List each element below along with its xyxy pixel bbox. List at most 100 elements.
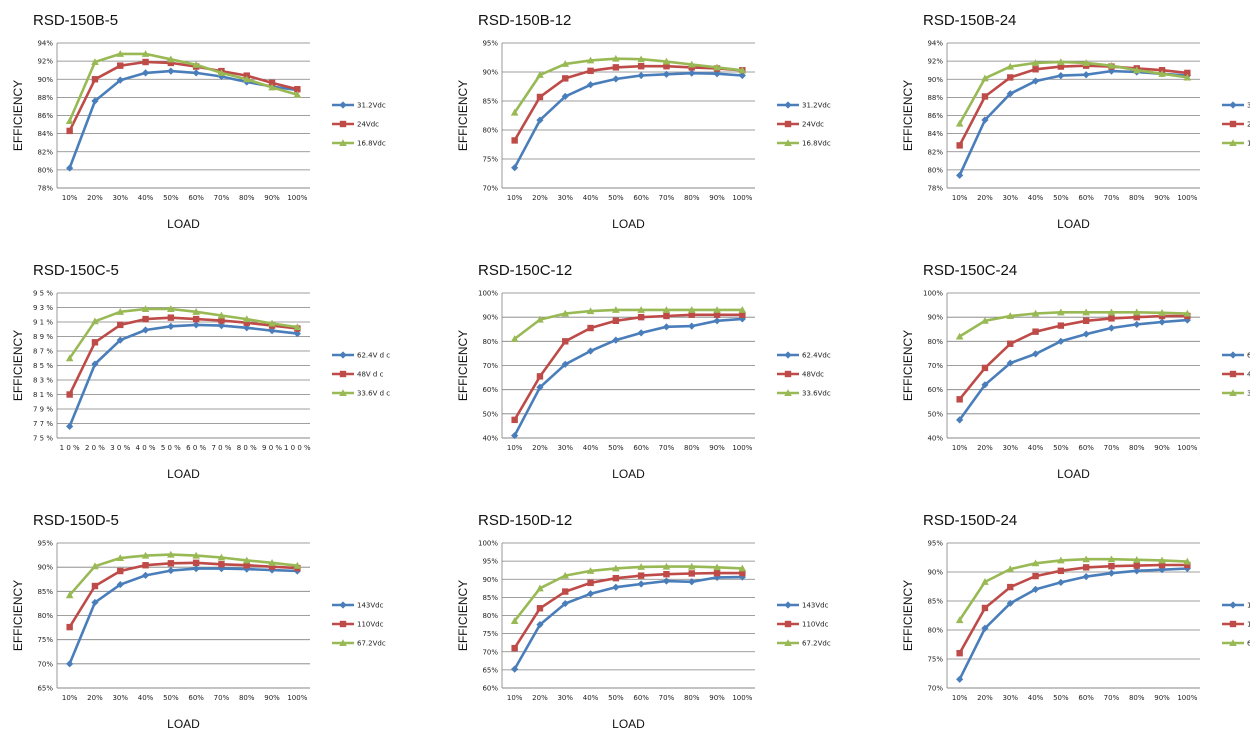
x-tick-label: 1 0 0 %	[284, 444, 311, 452]
data-point	[955, 119, 964, 127]
series-line	[513, 565, 744, 623]
legend-label: 110Vdc	[802, 621, 829, 629]
x-tick-label: 100%	[287, 194, 307, 202]
x-tick-label: 70%	[214, 194, 230, 202]
data-point	[1082, 317, 1090, 324]
x-tick-label: 30%	[557, 194, 573, 202]
legend-label: 143Vdc	[802, 602, 829, 610]
x-axis-label: LOAD	[1057, 467, 1090, 481]
legend-label: 16.8Vdc	[357, 140, 386, 148]
y-tick-label: 92%	[37, 58, 53, 66]
data-point	[687, 306, 696, 313]
data-point	[637, 329, 645, 337]
y-axis-label: EFFICIENCY	[456, 330, 470, 401]
efficiency-chart: RSD-150B-24 EFFICIENCY 78% 80% 82% 84% 86% 88% 9…	[901, 12, 1250, 231]
data-point	[561, 571, 570, 579]
data-point	[192, 565, 200, 573]
data-point	[1132, 556, 1141, 563]
data-point	[713, 70, 721, 78]
data-point	[1082, 59, 1090, 66]
y-tick-label: 100%	[478, 540, 498, 548]
x-tick-label: 30%	[1002, 194, 1018, 202]
data-point	[637, 313, 645, 321]
y-tick-label: 8 9 %	[33, 333, 53, 341]
legend-label: 67.2Vdc	[357, 640, 386, 648]
x-tick-label: 50%	[1053, 694, 1069, 702]
x-tick-label: 30%	[1002, 444, 1018, 452]
chart-panel: RSD-150C-5 EFFICIENCY 7 5 % 7 7 % 7 9 % 8 1 %…	[10, 255, 420, 505]
y-tick-label: 85%	[482, 98, 498, 106]
data-point	[1158, 556, 1166, 564]
data-point	[1057, 556, 1065, 564]
y-tick-label: 80%	[927, 627, 943, 635]
data-point	[587, 67, 594, 75]
series-line	[958, 314, 1189, 401]
data-point	[612, 54, 620, 62]
x-tick-label: 100%	[732, 194, 752, 202]
data-point	[511, 416, 518, 424]
legend-label: 16.8Vdc	[1247, 140, 1250, 148]
data-point	[1057, 337, 1065, 345]
data-point	[688, 311, 695, 318]
chart-title: RSD-150C-24	[923, 262, 1017, 279]
data-point	[91, 76, 99, 83]
data-point	[293, 323, 302, 331]
x-tick-label: 80%	[684, 444, 700, 452]
x-tick-label: 70%	[659, 444, 675, 452]
legend-marker	[784, 639, 792, 646]
y-tick-label: 84%	[37, 130, 53, 138]
legend-label: 31.2Vdc	[802, 102, 831, 110]
efficiency-chart: RSD-150C-12 EFFICIENCY 40% 50% 60% 70% 80% 90% 1…	[456, 262, 831, 481]
x-tick-label: 10%	[952, 444, 968, 452]
data-point	[1108, 315, 1115, 322]
data-point	[117, 62, 124, 69]
data-point	[167, 560, 175, 567]
x-tick-label: 60%	[188, 694, 204, 702]
y-tick-label: 8 3 %	[33, 377, 53, 385]
y-tick-label: 92%	[927, 58, 943, 66]
data-point	[167, 566, 175, 575]
data-point	[1132, 66, 1141, 74]
x-tick-label: 5 0 %	[161, 444, 181, 452]
x-tick-label: 20%	[977, 694, 993, 702]
data-point	[141, 551, 150, 559]
chart-title: RSD-150B-24	[923, 12, 1016, 29]
x-tick-label: 20%	[977, 444, 993, 452]
y-tick-label: 85%	[927, 598, 943, 606]
chart-title: RSD-150B-12	[478, 12, 571, 29]
data-point	[192, 315, 200, 323]
data-point	[141, 326, 150, 334]
x-tick-label: 8 0 %	[237, 444, 257, 452]
y-tick-label: 94%	[927, 40, 943, 48]
data-point	[981, 93, 989, 100]
x-tick-label: 20%	[532, 444, 548, 452]
data-point	[1057, 63, 1065, 70]
series-line	[513, 64, 744, 142]
x-tick-label: 50%	[163, 694, 179, 702]
y-tick-label: 85%	[37, 588, 53, 596]
x-tick-label: 70%	[214, 694, 230, 702]
data-point	[956, 396, 963, 403]
y-tick-label: 65%	[482, 666, 498, 674]
x-tick-label: 80%	[1129, 694, 1145, 702]
y-tick-label: 8 5 %	[33, 362, 53, 370]
x-tick-label: 20%	[532, 694, 548, 702]
y-tick-label: 78%	[927, 185, 943, 193]
data-point	[1108, 563, 1115, 570]
y-tick-label: 80%	[927, 166, 943, 174]
data-point	[1007, 74, 1014, 81]
y-tick-label: 80%	[482, 127, 498, 135]
x-tick-label: 10%	[952, 694, 968, 702]
x-tick-label: 70%	[1104, 194, 1120, 202]
data-point	[738, 306, 747, 313]
chart-title: RSD-150D-24	[923, 512, 1017, 529]
x-tick-label: 60%	[633, 194, 649, 202]
x-tick-label: 30%	[557, 694, 573, 702]
x-tick-label: 40%	[1028, 194, 1044, 202]
series-line	[513, 313, 744, 422]
data-point	[293, 330, 301, 338]
y-tick-label: 70%	[482, 362, 498, 370]
x-tick-label: 40%	[138, 694, 154, 702]
data-point	[586, 307, 595, 315]
data-point	[66, 660, 74, 668]
